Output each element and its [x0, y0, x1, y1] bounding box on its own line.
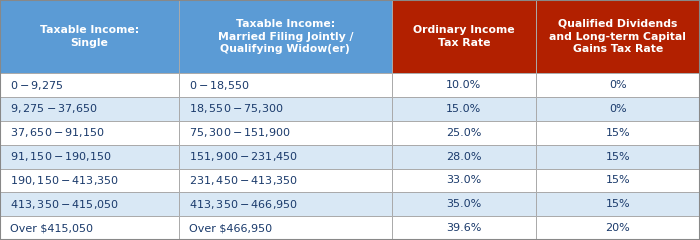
- Bar: [178, 73, 392, 97]
- Text: $0 - $18,550: $0 - $18,550: [189, 79, 250, 92]
- Text: 35.0%: 35.0%: [446, 199, 482, 209]
- Text: Ordinary Income
Tax Rate: Ordinary Income Tax Rate: [413, 25, 514, 48]
- Bar: [178, 145, 392, 168]
- Bar: [178, 97, 392, 121]
- Text: Qualified Dividends
and Long-term Capital
Gains Tax Rate: Qualified Dividends and Long-term Capita…: [550, 19, 686, 54]
- Bar: [536, 192, 700, 216]
- Bar: [536, 97, 700, 121]
- Bar: [392, 73, 536, 97]
- Text: $37,650 - $91,150: $37,650 - $91,150: [10, 126, 106, 139]
- Text: 0%: 0%: [609, 80, 626, 90]
- Text: 28.0%: 28.0%: [446, 152, 482, 162]
- Text: $151,900 - $231,450: $151,900 - $231,450: [189, 150, 298, 163]
- Bar: [0, 121, 178, 145]
- Bar: [178, 168, 392, 192]
- Bar: [0, 168, 178, 192]
- Bar: [178, 216, 392, 240]
- Bar: [0, 73, 178, 97]
- Text: $75,300 - $151,900: $75,300 - $151,900: [189, 126, 291, 139]
- Bar: [536, 216, 700, 240]
- Bar: [536, 168, 700, 192]
- Bar: [536, 121, 700, 145]
- Bar: [392, 216, 536, 240]
- Text: 15%: 15%: [606, 199, 630, 209]
- Bar: [392, 0, 536, 73]
- Text: $9,275 - $37,650: $9,275 - $37,650: [10, 102, 98, 115]
- Text: 10.0%: 10.0%: [446, 80, 482, 90]
- Bar: [0, 192, 178, 216]
- Text: 15.0%: 15.0%: [446, 104, 482, 114]
- Text: $190,150 - $413,350: $190,150 - $413,350: [10, 174, 120, 187]
- Text: 39.6%: 39.6%: [446, 223, 482, 233]
- Text: $413,350 - $466,950: $413,350 - $466,950: [189, 198, 298, 211]
- Bar: [392, 168, 536, 192]
- Text: 15%: 15%: [606, 152, 630, 162]
- Text: $18,550 - $75,300: $18,550 - $75,300: [189, 102, 284, 115]
- Bar: [0, 216, 178, 240]
- Bar: [392, 192, 536, 216]
- Text: 0%: 0%: [609, 104, 626, 114]
- Text: $231,450 - $413,350: $231,450 - $413,350: [189, 174, 298, 187]
- Text: $0 - $9,275: $0 - $9,275: [10, 79, 64, 92]
- Text: Over $466,950: Over $466,950: [189, 223, 272, 233]
- Bar: [0, 145, 178, 168]
- Bar: [536, 0, 700, 73]
- Bar: [178, 192, 392, 216]
- Text: 15%: 15%: [606, 175, 630, 186]
- Text: Over $415,050: Over $415,050: [10, 223, 94, 233]
- Bar: [0, 0, 178, 73]
- Text: 15%: 15%: [606, 128, 630, 138]
- Text: 25.0%: 25.0%: [446, 128, 482, 138]
- Bar: [392, 121, 536, 145]
- Text: 33.0%: 33.0%: [446, 175, 482, 186]
- Text: $91,150 - $190,150: $91,150 - $190,150: [10, 150, 113, 163]
- Text: $413,350 - $415,050: $413,350 - $415,050: [10, 198, 120, 211]
- Bar: [0, 97, 178, 121]
- Bar: [536, 73, 700, 97]
- Text: Taxable Income:
Married Filing Jointly /
Qualifying Widow(er): Taxable Income: Married Filing Jointly /…: [218, 19, 353, 54]
- Bar: [392, 97, 536, 121]
- Bar: [178, 121, 392, 145]
- Text: 20%: 20%: [606, 223, 630, 233]
- Bar: [392, 145, 536, 168]
- Text: Taxable Income:
Single: Taxable Income: Single: [40, 25, 139, 48]
- Bar: [178, 0, 392, 73]
- Bar: [536, 145, 700, 168]
